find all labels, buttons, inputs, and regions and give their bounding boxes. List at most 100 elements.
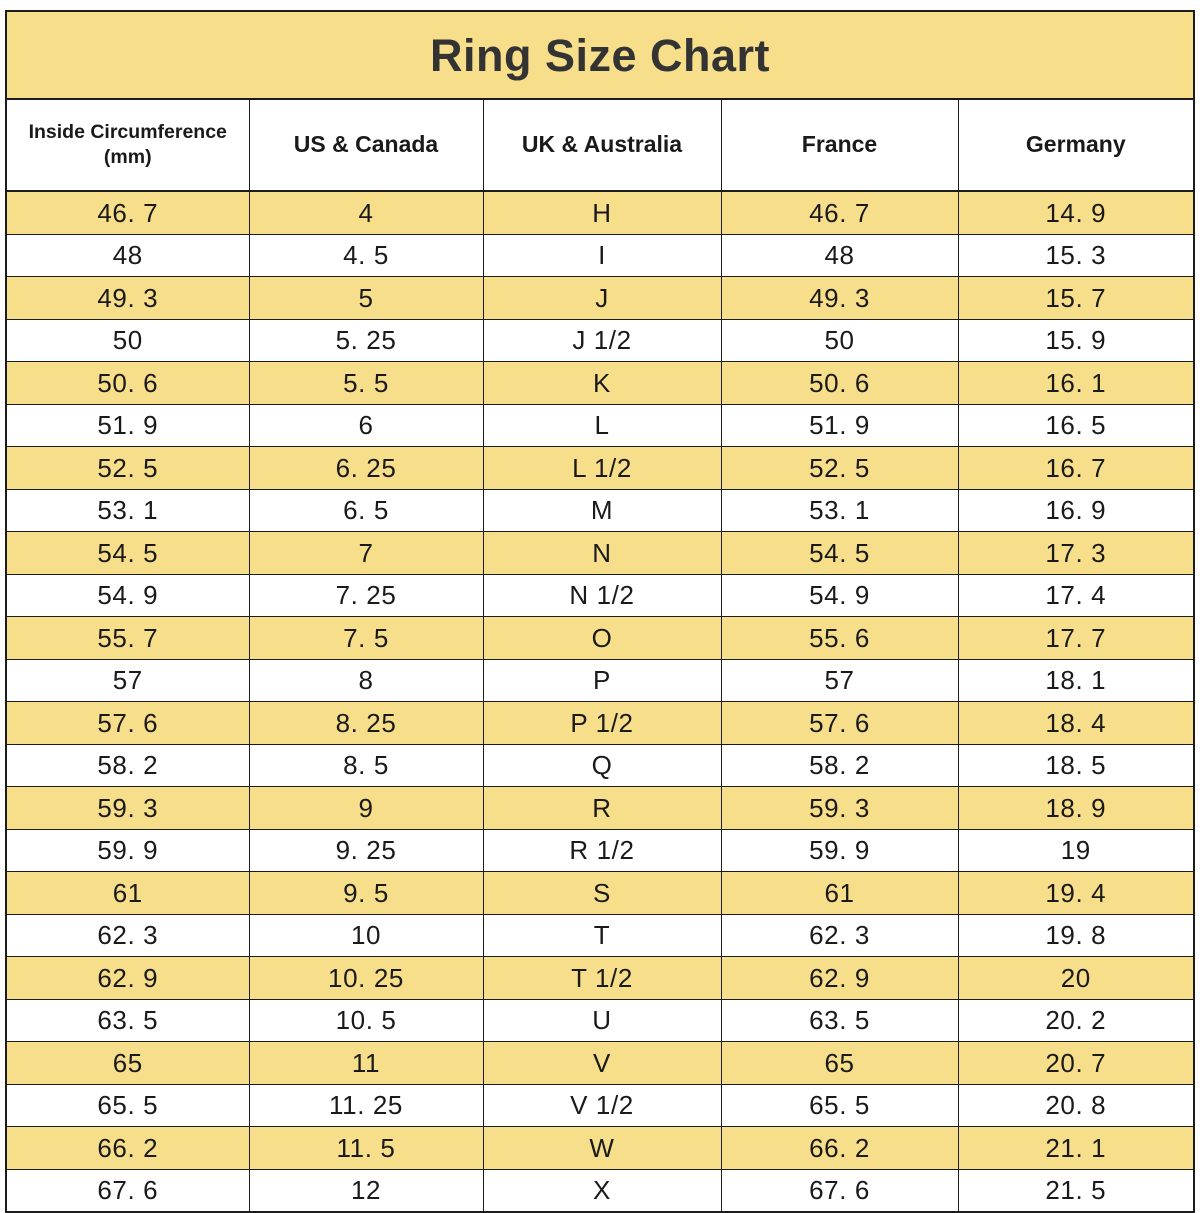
cell-uk-australia: X [482, 1168, 722, 1213]
cell-germany: 16. 1 [957, 361, 1195, 405]
cell-uk-australia: L 1/2 [482, 446, 722, 490]
cell-germany: 18. 9 [957, 786, 1195, 830]
table-row: 63. 5 10. 5 U 63. 5 20. 2 [5, 998, 1195, 1042]
cell-germany: 19. 4 [957, 871, 1195, 915]
table-row: 61 9. 5 S 61 19. 4 [5, 871, 1195, 915]
cell-germany: 17. 7 [957, 616, 1195, 660]
cell-france: 50 [720, 318, 959, 362]
cell-us-canada: 9. 5 [248, 871, 484, 915]
cell-germany: 19. 8 [957, 913, 1195, 957]
table-row: 51. 9 6 L 51. 9 16. 5 [5, 403, 1195, 447]
cell-us-canada: 8. 25 [248, 701, 484, 745]
cell-germany: 20 [957, 956, 1195, 1000]
cell-germany: 21. 1 [957, 1126, 1195, 1170]
column-header-uk-australia: UK & Australia [482, 98, 722, 192]
cell-france: 50. 6 [720, 361, 959, 405]
cell-uk-australia: N 1/2 [482, 573, 722, 617]
cell-inside-circumference: 65. 5 [5, 1083, 250, 1127]
cell-inside-circumference: 65 [5, 1041, 250, 1085]
cell-france: 62. 3 [720, 913, 959, 957]
cell-inside-circumference: 52. 5 [5, 446, 250, 490]
cell-us-canada: 7. 5 [248, 616, 484, 660]
cell-france: 57 [720, 658, 959, 702]
title-row: Ring Size Chart [5, 10, 1195, 100]
cell-inside-circumference: 54. 9 [5, 573, 250, 617]
cell-germany: 18. 4 [957, 701, 1195, 745]
cell-france: 61 [720, 871, 959, 915]
table-row: 65 11 V 65 20. 7 [5, 1041, 1195, 1085]
cell-us-canada: 4. 5 [248, 233, 484, 277]
cell-germany: 17. 4 [957, 573, 1195, 617]
table-row: 59. 9 9. 25 R 1/2 59. 9 19 [5, 828, 1195, 872]
column-header-germany: Germany [957, 98, 1195, 192]
cell-us-canada: 12 [248, 1168, 484, 1213]
table-row: 67. 6 12 X 67. 6 21. 5 [5, 1168, 1195, 1213]
cell-france: 55. 6 [720, 616, 959, 660]
cell-germany: 18. 5 [957, 743, 1195, 787]
cell-inside-circumference: 62. 3 [5, 913, 250, 957]
cell-inside-circumference: 63. 5 [5, 998, 250, 1042]
cell-us-canada: 8 [248, 658, 484, 702]
table-row: 55. 7 7. 5 O 55. 6 17. 7 [5, 616, 1195, 660]
cell-us-canada: 10 [248, 913, 484, 957]
cell-us-canada: 11. 25 [248, 1083, 484, 1127]
cell-germany: 14. 9 [957, 190, 1195, 235]
table-row: 53. 1 6. 5 M 53. 1 16. 9 [5, 488, 1195, 532]
table-row: 48 4. 5 I 48 15. 3 [5, 233, 1195, 277]
cell-us-canada: 11 [248, 1041, 484, 1085]
cell-france: 63. 5 [720, 998, 959, 1042]
table-row: 66. 2 11. 5 W 66. 2 21. 1 [5, 1126, 1195, 1170]
cell-uk-australia: R 1/2 [482, 828, 722, 872]
cell-france: 54. 9 [720, 573, 959, 617]
cell-uk-australia: T [482, 913, 722, 957]
cell-inside-circumference: 62. 9 [5, 956, 250, 1000]
cell-uk-australia: V 1/2 [482, 1083, 722, 1127]
cell-inside-circumference: 58. 2 [5, 743, 250, 787]
cell-inside-circumference: 54. 5 [5, 531, 250, 575]
cell-us-canada: 7 [248, 531, 484, 575]
cell-inside-circumference: 59. 9 [5, 828, 250, 872]
table-header-row: Inside Circumference (mm) US & Canada UK… [5, 98, 1195, 192]
cell-uk-australia: I [482, 233, 722, 277]
cell-us-canada: 9. 25 [248, 828, 484, 872]
cell-us-canada: 10. 5 [248, 998, 484, 1042]
cell-us-canada: 5 [248, 276, 484, 320]
cell-us-canada: 6. 25 [248, 446, 484, 490]
cell-germany: 15. 9 [957, 318, 1195, 362]
cell-inside-circumference: 48 [5, 233, 250, 277]
chart-title-text: Ring Size Chart [429, 29, 771, 81]
table-row: 52. 5 6. 25 L 1/2 52. 5 16. 7 [5, 446, 1195, 490]
cell-inside-circumference: 50 [5, 318, 250, 362]
cell-inside-circumference: 67. 6 [5, 1168, 250, 1213]
cell-germany: 16. 5 [957, 403, 1195, 447]
cell-inside-circumference: 57 [5, 658, 250, 702]
cell-france: 46. 7 [720, 190, 959, 235]
cell-inside-circumference: 57. 6 [5, 701, 250, 745]
cell-germany: 18. 1 [957, 658, 1195, 702]
cell-uk-australia: J 1/2 [482, 318, 722, 362]
cell-uk-australia: N [482, 531, 722, 575]
cell-uk-australia: S [482, 871, 722, 915]
cell-uk-australia: P 1/2 [482, 701, 722, 745]
cell-france: 49. 3 [720, 276, 959, 320]
cell-us-canada: 9 [248, 786, 484, 830]
table-row: 54. 5 7 N 54. 5 17. 3 [5, 531, 1195, 575]
cell-us-canada: 10. 25 [248, 956, 484, 1000]
cell-uk-australia: H [482, 190, 722, 235]
cell-france: 66. 2 [720, 1126, 959, 1170]
table-row: 54. 9 7. 25 N 1/2 54. 9 17. 4 [5, 573, 1195, 617]
column-header-inside-circumference: Inside Circumference (mm) [5, 98, 250, 192]
cell-us-canada: 4 [248, 190, 484, 235]
table-row: 59. 3 9 R 59. 3 18. 9 [5, 786, 1195, 830]
cell-inside-circumference: 66. 2 [5, 1126, 250, 1170]
table-row: 49. 3 5 J 49. 3 15. 7 [5, 276, 1195, 320]
cell-inside-circumference: 59. 3 [5, 786, 250, 830]
cell-uk-australia: M [482, 488, 722, 532]
cell-france: 65. 5 [720, 1083, 959, 1127]
cell-france: 53. 1 [720, 488, 959, 532]
cell-uk-australia: T 1/2 [482, 956, 722, 1000]
cell-inside-circumference: 50. 6 [5, 361, 250, 405]
cell-inside-circumference: 49. 3 [5, 276, 250, 320]
table-row: 50 5. 25 J 1/2 50 15. 9 [5, 318, 1195, 362]
table-row: 62. 9 10. 25 T 1/2 62. 9 20 [5, 956, 1195, 1000]
